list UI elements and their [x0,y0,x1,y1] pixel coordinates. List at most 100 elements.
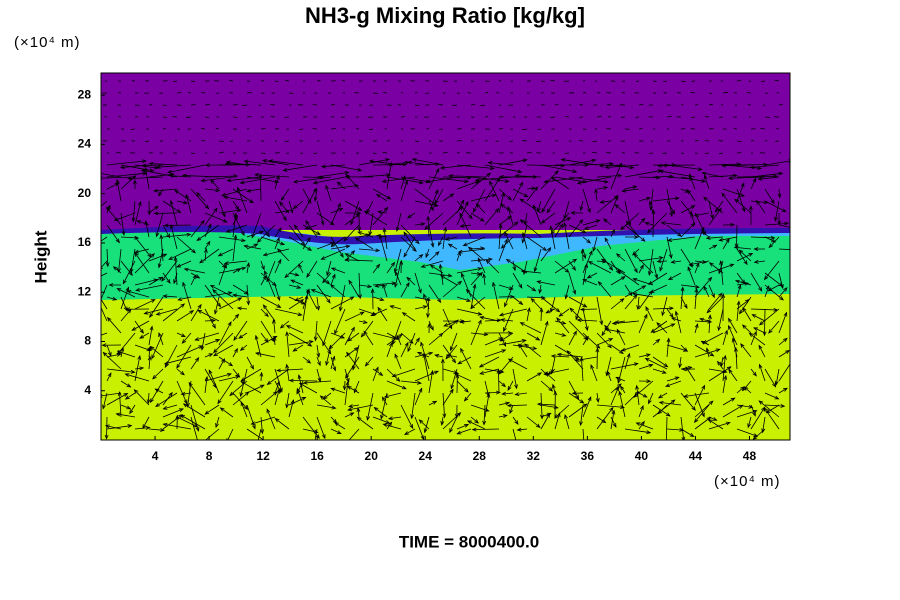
flow-arrow-head [633,253,638,258]
flow-arrow [758,345,766,358]
flow-arrow [227,428,234,440]
flow-arrow [260,236,285,245]
flow-arrow-head [223,261,229,265]
flow-arrow [550,226,556,250]
flow-arrow-head [325,360,329,366]
flow-arrow-head [155,232,160,238]
flow-arrow [621,91,626,94]
flow-arrow-head [780,283,784,289]
flow-arrow [750,368,757,377]
flow-arrow [736,183,745,202]
flow-arrow-head [540,219,546,224]
flow-arrow-head [296,387,301,393]
flow-arrow-head [758,400,764,405]
flow-arrow [668,236,696,241]
flow-arrow [101,284,108,301]
flow-arrow [316,368,321,382]
flow-arrow [610,363,638,370]
flow-arrow-head [395,377,401,382]
flow-arrow-head [640,420,645,426]
flow-arrow [624,248,638,273]
flow-arrow [754,260,766,263]
flow-arrow [132,320,150,331]
flow-arrow-head [430,206,434,212]
flow-arrow [101,332,108,336]
flow-arrow [299,383,318,394]
flow-arrow-head [307,199,312,204]
flow-arrow [407,332,416,352]
flow-arrow [260,308,269,317]
flow-arrow [520,198,542,214]
flow-arrow [176,416,198,428]
flow-arrow-head [215,423,219,429]
flow-arrow-head [625,220,631,226]
flow-arrow-head [375,263,381,269]
flow-arrow-head [459,223,465,228]
flow-arrow [288,397,306,406]
flow-arrow-head [729,263,735,268]
flow-arrow [224,196,248,202]
flow-arrow [580,404,584,426]
flow-arrow [101,272,108,277]
flow-arrow [484,380,489,396]
flow-arrow [512,368,518,389]
flow-arrow [334,422,346,430]
flow-arrow-head [418,419,424,424]
flow-arrow-head [225,229,231,233]
flow-arrow-head [785,349,790,355]
flow-arrow-head [763,275,769,281]
flow-arrow-head [514,420,519,425]
flow-arrow [400,282,410,298]
flow-arrow-head [177,297,183,301]
flow-arrow [498,192,505,214]
flow-arrow [778,287,788,298]
flow-arrow-head [154,388,160,393]
flow-arrow-head [513,221,519,226]
flow-arrow-head [402,162,408,167]
flow-arrow [238,332,248,339]
flow-arrow [722,404,743,418]
flow-arrow [240,381,262,394]
flow-arrow-head [531,287,537,292]
flow-arrow [396,335,402,346]
flow-arrow [117,288,136,298]
flow-arrow [522,224,528,243]
flow-arrow-head [356,407,361,413]
flow-arrow [190,188,209,209]
flow-arrow [260,174,262,202]
flow-arrow [323,392,332,400]
x-tick-label: 32 [527,449,541,463]
flow-arrow [680,344,688,352]
flow-arrow-head [377,306,382,312]
flow-arrow-head [274,418,280,423]
flow-arrow [156,308,178,316]
x-unit: (×10⁴ m) [714,473,781,490]
flow-arrow [540,296,560,313]
flow-arrow-head [723,354,727,360]
flow-arrow-head [221,212,226,218]
flow-arrow-head [272,336,277,341]
flow-arrow [750,172,783,178]
flow-arrow [369,160,402,166]
flow-arrow-head [575,315,580,321]
flow-arrow-head [765,285,770,291]
flow-arrow [277,368,304,371]
flow-arrow-head [711,293,715,299]
flow-arrow-head [306,289,311,295]
flow-arrow [596,332,612,348]
flow-arrow [778,350,790,358]
flow-arrow [615,320,626,323]
flow-arrow-head [101,343,107,348]
flow-arrow-head [243,159,249,164]
flow-arrow-head [523,220,528,226]
flow-arrow [496,92,500,94]
flow-arrow-head [388,341,393,347]
flow-arrow-head [599,199,605,204]
flow-arrow-head [299,299,305,304]
flow-arrow [596,338,613,346]
flow-arrow [330,356,336,371]
flow-arrow [274,381,280,394]
flow-arrow-head [707,419,713,424]
flow-arrow-head [445,353,451,358]
flow-arrow-head [663,363,669,368]
